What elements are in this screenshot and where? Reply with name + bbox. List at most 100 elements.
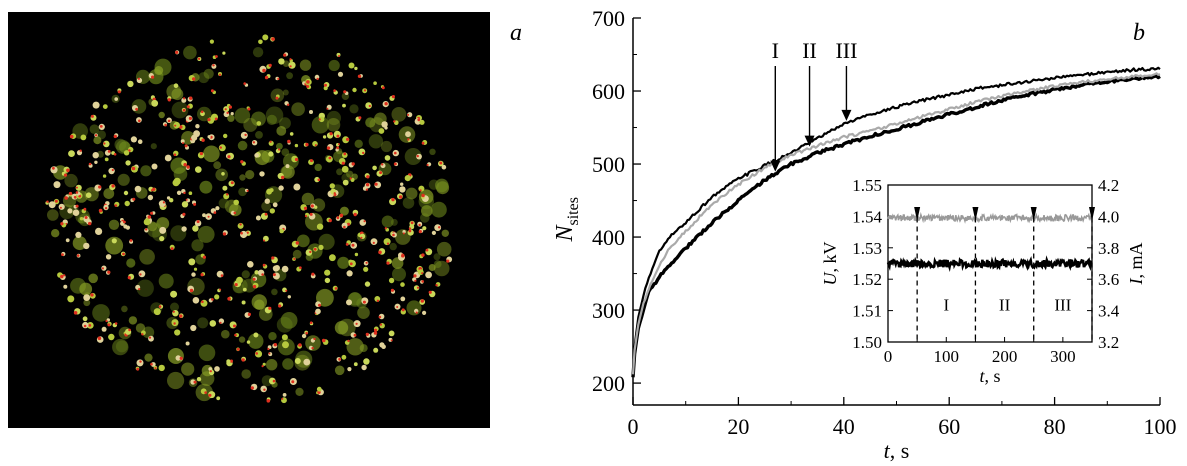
green-glow [328, 59, 340, 72]
red-marker [59, 206, 62, 209]
red-marker [154, 367, 157, 370]
red-marker [60, 274, 64, 279]
discharge-site [400, 296, 406, 302]
green-glow [142, 326, 155, 339]
discharge-site [103, 140, 110, 148]
discharge-site [123, 190, 129, 196]
red-marker [298, 343, 302, 347]
green-glow [346, 170, 354, 178]
inset-left-tick-label: 1.55 [852, 176, 882, 195]
red-marker [233, 324, 236, 328]
discharge-site [400, 282, 405, 287]
red-marker [208, 393, 212, 397]
red-marker [287, 103, 290, 107]
inset-right-tick-label: 4.0 [1098, 207, 1119, 226]
discharge-site [259, 171, 265, 177]
green-glow [241, 369, 251, 379]
red-marker [418, 230, 422, 234]
red-marker [390, 339, 393, 342]
red-marker [138, 288, 141, 291]
green-glow [213, 161, 222, 170]
discharge-site [288, 61, 296, 69]
green-glow [334, 365, 345, 376]
red-marker [338, 357, 341, 361]
red-marker [250, 386, 254, 390]
green-glow [238, 336, 246, 343]
green-glow [299, 59, 312, 71]
red-marker [173, 322, 176, 325]
green-glow [171, 101, 189, 119]
green-glow [326, 118, 341, 132]
green-glow [431, 201, 447, 218]
discharge-site [254, 350, 263, 358]
inset-left-tick-label: 1.50 [852, 333, 882, 352]
red-marker [172, 310, 175, 313]
red-marker [272, 273, 276, 277]
green-glow [268, 332, 277, 341]
red-marker [379, 323, 382, 326]
red-marker [244, 133, 247, 137]
red-marker [310, 204, 314, 208]
red-marker [402, 232, 405, 235]
inset-x-tick-label: 0 [884, 347, 893, 366]
red-marker [129, 239, 133, 242]
green-glow [203, 145, 220, 163]
red-marker [209, 370, 212, 373]
red-marker [107, 150, 111, 153]
discharge-site [214, 294, 220, 300]
red-marker [414, 279, 417, 282]
inset-arrow-head [1089, 206, 1095, 222]
red-marker [393, 162, 397, 166]
discharge-site [309, 110, 313, 114]
red-marker [227, 297, 231, 301]
discharge-site [361, 364, 367, 371]
x-axis-label-var: t [884, 438, 891, 463]
inset-arrow-head [972, 206, 979, 222]
arrow-head [770, 160, 781, 172]
discharge-site [127, 80, 134, 88]
green-glow [295, 387, 304, 396]
discharge-site [108, 333, 115, 341]
red-marker [263, 239, 266, 242]
series-line [631, 66, 1161, 376]
discharge-site [191, 134, 198, 141]
red-marker [211, 298, 214, 301]
red-marker [135, 107, 139, 111]
green-glow [395, 229, 411, 245]
red-marker [158, 305, 162, 308]
red-marker [287, 139, 291, 144]
green-glow [314, 163, 322, 172]
red-marker [273, 343, 277, 347]
inset-x-tick-label: 300 [1050, 347, 1076, 366]
discharge-site [322, 135, 327, 139]
green-glow [135, 323, 146, 333]
green-glow [128, 316, 138, 325]
x-axis-label-unit: , s [890, 438, 910, 463]
red-marker [219, 321, 222, 324]
green-glow [198, 344, 216, 362]
discharge-site [237, 222, 244, 229]
discharge-site [278, 58, 285, 65]
discharge-site [255, 215, 261, 221]
red-marker [132, 197, 136, 201]
red-marker [131, 166, 136, 171]
y-tick-label: 400 [592, 225, 625, 250]
red-marker [73, 311, 78, 315]
green-glow [326, 110, 341, 126]
red-marker [234, 333, 237, 337]
red-marker [418, 223, 421, 227]
inset-right-tick-label: 4.2 [1098, 176, 1119, 195]
discharge-site [94, 160, 98, 164]
red-marker [117, 90, 121, 94]
red-marker [113, 153, 117, 156]
discharge-site [85, 192, 92, 198]
green-glow [276, 316, 293, 333]
discharge-site [242, 287, 247, 292]
red-marker [391, 197, 395, 202]
red-marker [246, 231, 249, 234]
red-marker [114, 322, 118, 325]
red-marker [105, 319, 108, 323]
red-marker [347, 339, 350, 343]
red-marker [246, 189, 249, 192]
discharge-site [176, 190, 182, 195]
